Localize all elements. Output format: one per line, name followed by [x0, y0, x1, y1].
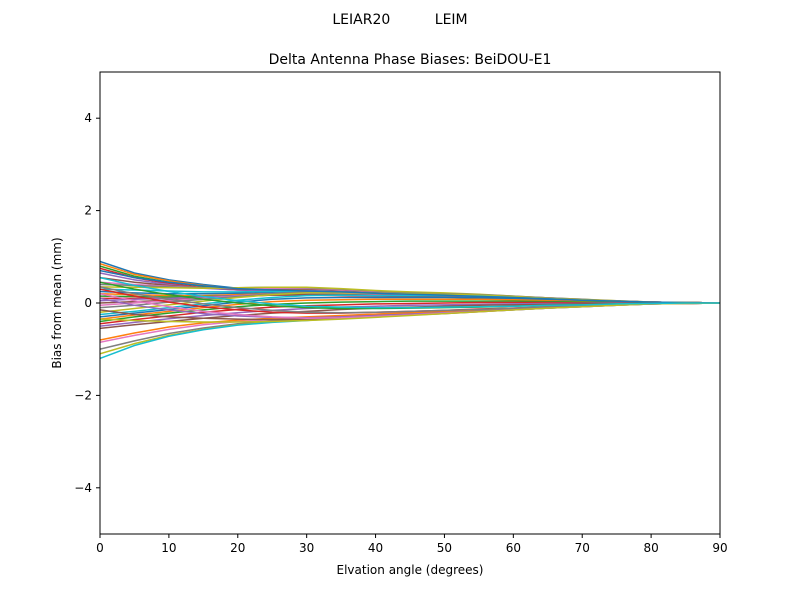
y-tick-label: 0: [84, 296, 92, 310]
y-tick-label: −4: [74, 481, 92, 495]
series-line-31: [100, 269, 720, 304]
y-tick-label: 4: [84, 111, 92, 125]
series-layer: [100, 260, 720, 360]
x-axis-label: Elvation angle (degrees): [337, 563, 484, 577]
x-tick-label: 80: [643, 541, 658, 555]
series-line-40: [100, 276, 720, 309]
x-tick-label: 70: [575, 541, 590, 555]
y-tick-label: 2: [84, 204, 92, 218]
chart-title: Delta Antenna Phase Biases: BeiDOU-E1: [269, 52, 552, 68]
y-axis: −4 −2 0 2 4: [74, 111, 100, 495]
figure-suptitle: LEIAR20 LEIM: [332, 12, 467, 28]
series-line-39: [100, 302, 720, 323]
y-axis-label: Bias from mean (mm): [50, 237, 64, 368]
x-tick-label: 10: [161, 541, 176, 555]
y-tick-label: −2: [74, 388, 92, 402]
x-tick-label: 20: [230, 541, 245, 555]
x-tick-label: 40: [368, 541, 383, 555]
x-tick-label: 0: [96, 541, 104, 555]
x-tick-label: 90: [712, 541, 727, 555]
x-tick-label: 60: [506, 541, 521, 555]
x-tick-label: 50: [437, 541, 452, 555]
x-tick-label: 30: [299, 541, 314, 555]
x-axis: 0 10 20 30 40 50 60 70 80 90: [96, 534, 728, 555]
